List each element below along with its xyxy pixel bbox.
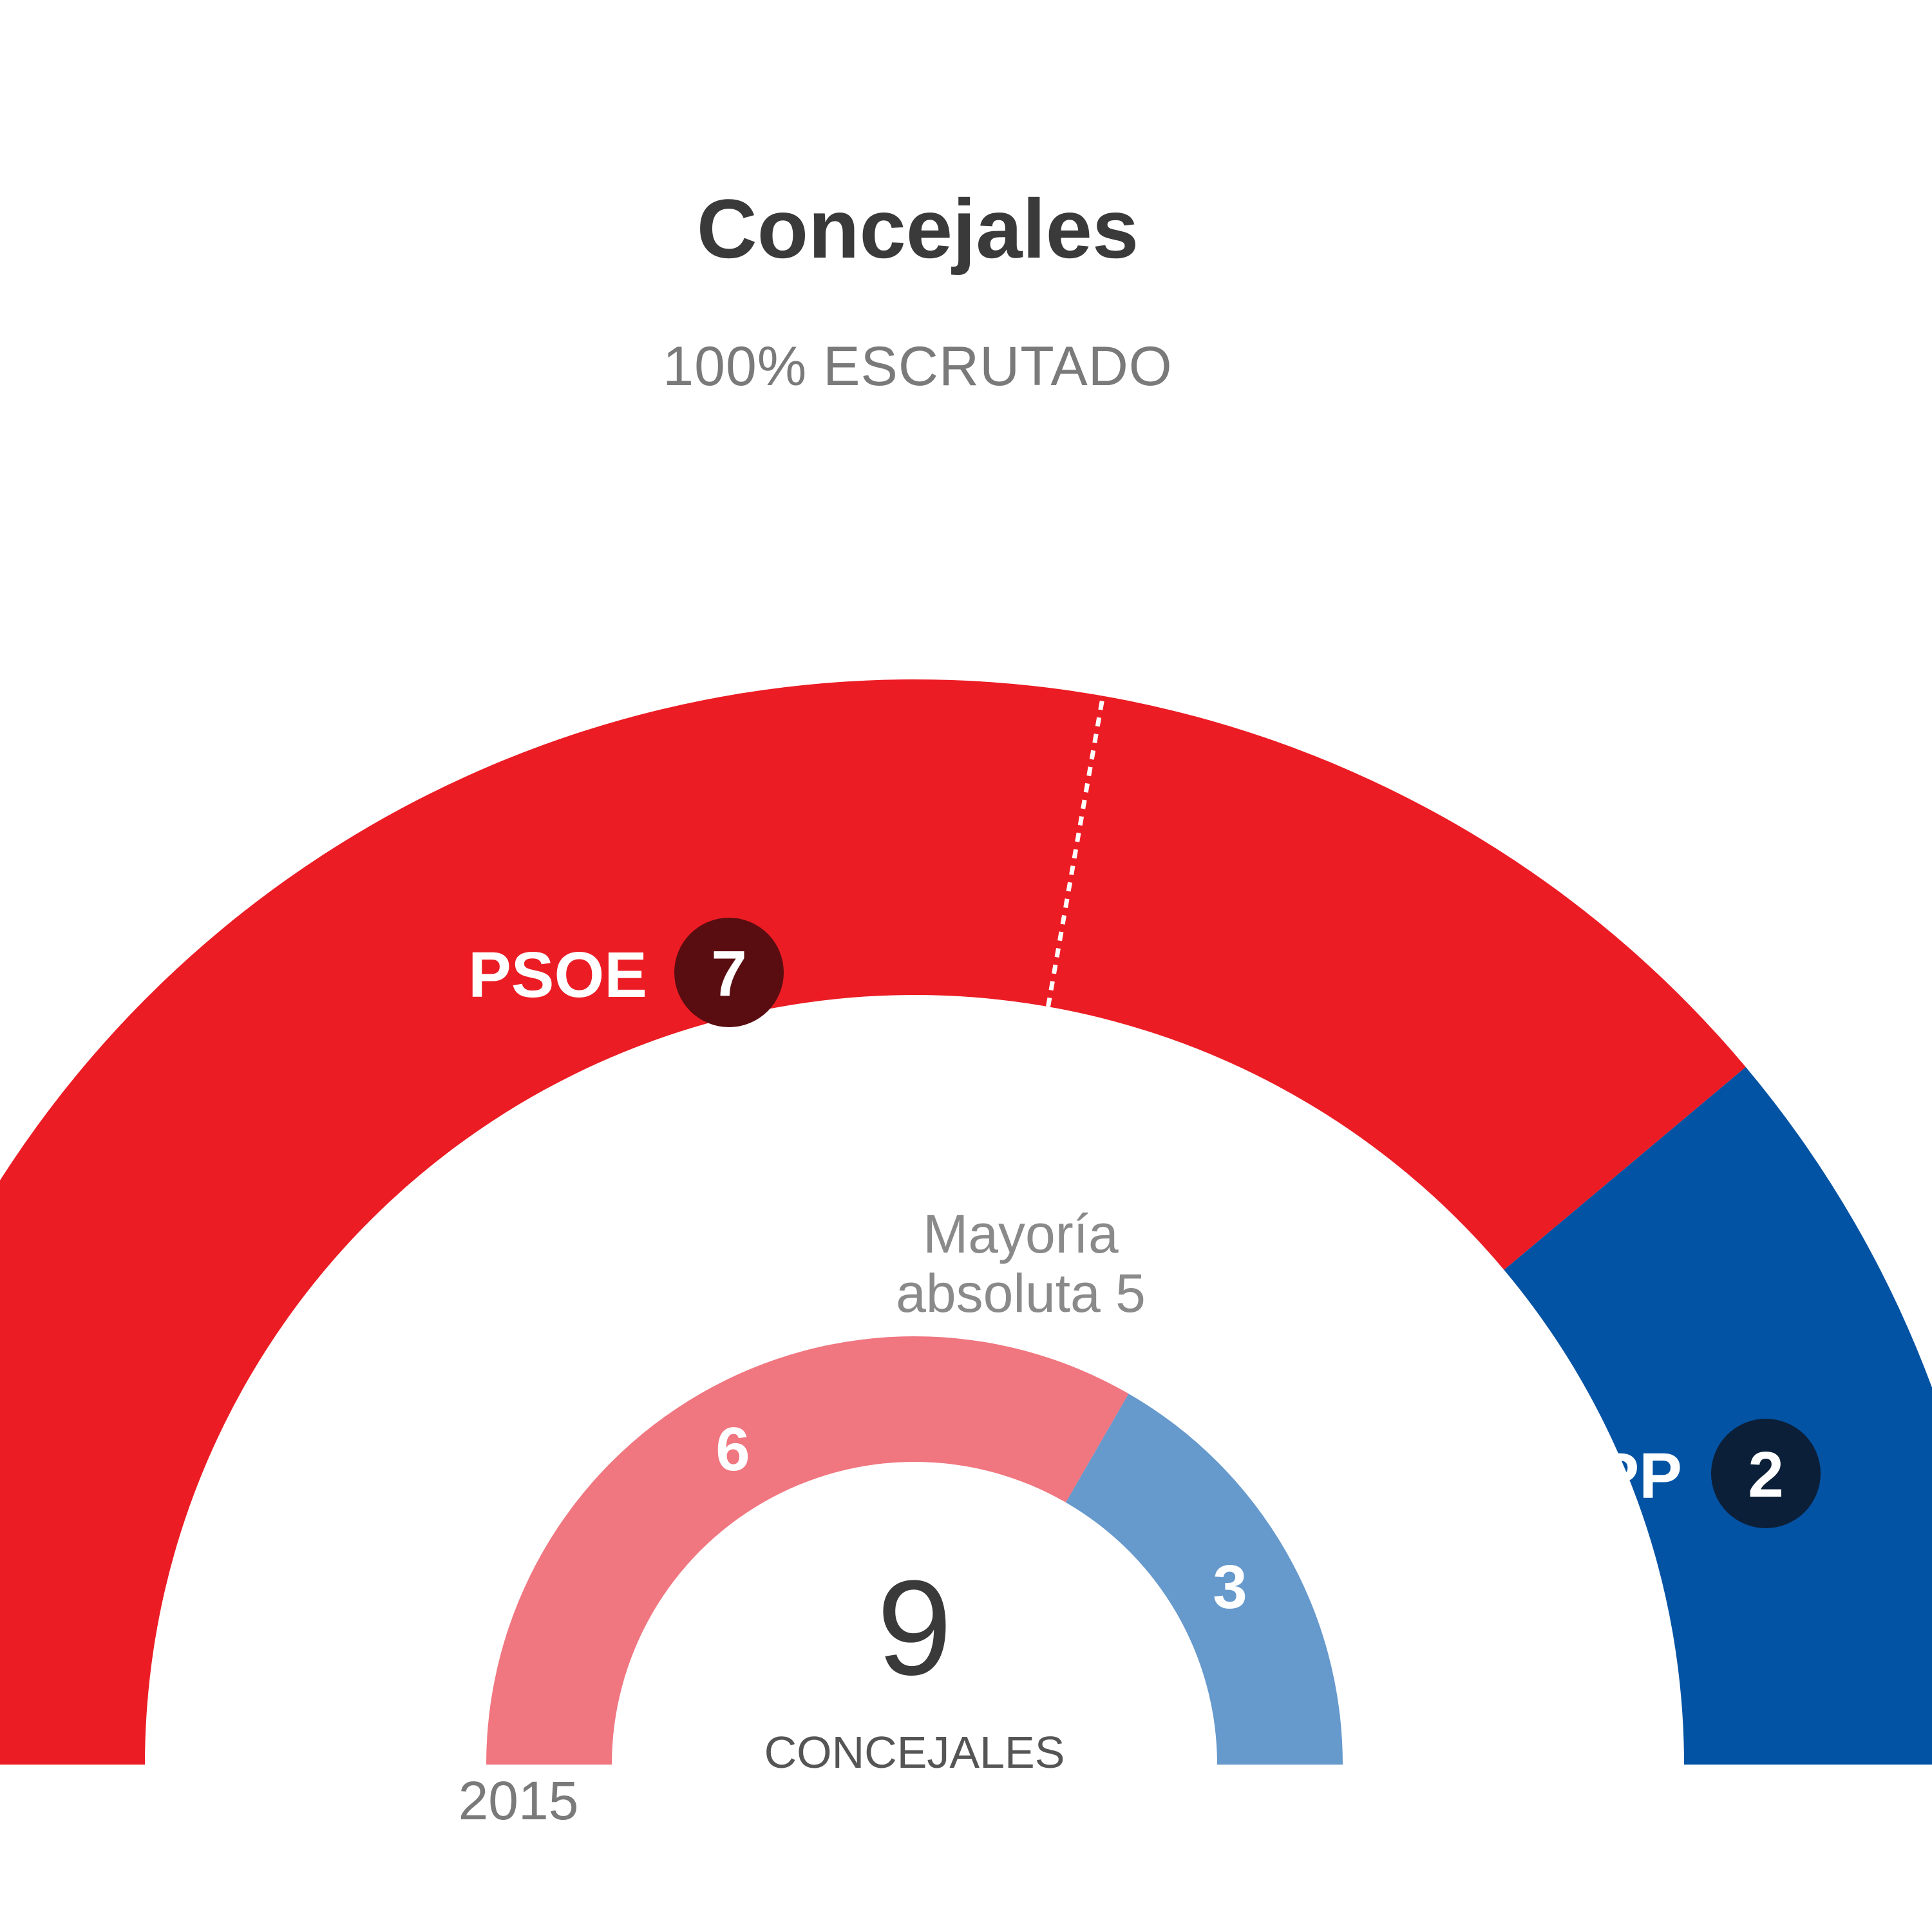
- previous-seats-psoe: 6: [715, 1415, 750, 1484]
- majority-label-line1: Mayoría: [923, 1204, 1119, 1264]
- seat-arc-psoe: [0, 679, 1746, 1765]
- majority-line: [1046, 695, 1106, 1007]
- current-seats-ring: [0, 679, 1932, 1765]
- previous-seat-arc-pp: [1066, 1394, 1343, 1765]
- previous-year-label: 2015: [459, 1770, 579, 1831]
- previous-seat-arc-psoe: [486, 1336, 1129, 1765]
- total-seats: 9: [877, 1552, 952, 1703]
- psoe-label-group: PSOE 7: [468, 918, 784, 1027]
- party-label-pp: PP: [1596, 1440, 1682, 1512]
- total-seats-label: CONCEJALES: [764, 1727, 1065, 1777]
- seat-count-pp: 2: [1748, 1439, 1784, 1511]
- seat-badge-pp: [1711, 1419, 1821, 1528]
- seat-arc-pp: [1504, 1066, 1932, 1765]
- seat-badge-psoe: [674, 918, 784, 1027]
- majority-label-line2: absoluta 5: [896, 1263, 1146, 1323]
- pp-label-group: PP 2: [1596, 1419, 1821, 1528]
- chart-title: Concejales: [696, 182, 1139, 276]
- party-label-psoe: PSOE: [468, 939, 647, 1011]
- previous-seats-pp: 3: [1213, 1553, 1247, 1622]
- scrutiny-status: 100% ESCRUTADO: [663, 336, 1173, 397]
- seat-count-psoe: 7: [711, 938, 747, 1010]
- previous-seats-ring: [486, 1336, 1343, 1765]
